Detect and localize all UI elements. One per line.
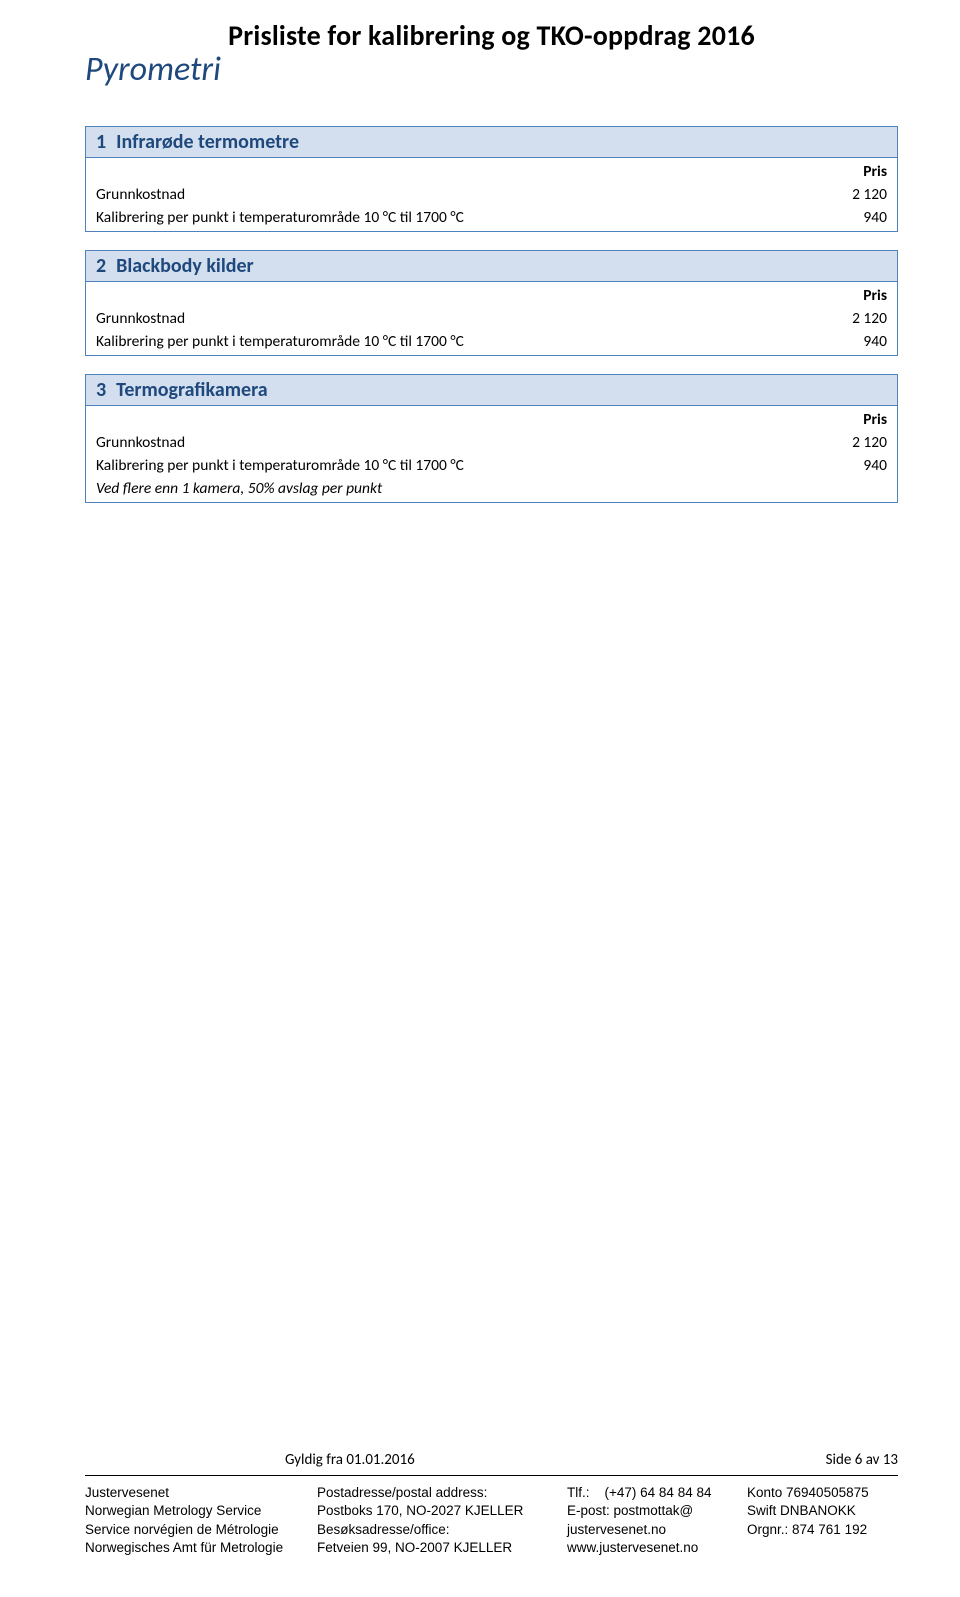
email-line: E-post: postmottak@ <box>567 1502 747 1520</box>
price-table-2: Pris Grunnkostnad 2 120 Kalibrering per … <box>85 282 898 356</box>
address-col: Postadresse/postal address: Postboks 170… <box>317 1484 567 1557</box>
org-block: Justervesenet Norwegian Metrology Servic… <box>85 1484 898 1557</box>
price-header-label: Pris <box>738 406 898 431</box>
table-row: Grunnkostnad 2 120 <box>86 307 898 330</box>
org-name-fr: Service norvégien de Métrologie <box>85 1521 317 1539</box>
price-header-label: Pris <box>738 282 898 307</box>
row-label: Grunnkostnad <box>86 183 738 206</box>
row-value: 2 120 <box>738 307 898 330</box>
swift-code: Swift DNBANOKK <box>747 1502 897 1520</box>
page: Prisliste for kalibrering og TKO-oppdrag… <box>0 0 960 1597</box>
row-label: Grunnkostnad <box>86 307 738 330</box>
section-header-2: 2 Blackbody kilder <box>85 250 898 282</box>
org-name-en: Norwegian Metrology Service <box>85 1502 317 1520</box>
section-number: 1 <box>96 130 106 154</box>
email-domain: justervesenet.no <box>567 1521 747 1539</box>
price-header-label: Pris <box>738 158 898 183</box>
org-name: Justervesenet <box>85 1484 317 1502</box>
empty-cell <box>86 406 738 431</box>
price-header-row: Pris <box>86 406 898 431</box>
category-title: Pyrometri <box>85 49 898 90</box>
row-value: 940 <box>738 330 898 356</box>
phone-line: Tlf.: (+47) 64 84 84 84 <box>567 1484 747 1502</box>
row-value: 940 <box>738 206 898 232</box>
postal-label: Postadresse/postal address: <box>317 1484 567 1502</box>
empty-cell <box>86 282 738 307</box>
contact-col: Tlf.: (+47) 64 84 84 84 E-post: postmott… <box>567 1484 747 1557</box>
price-table-3: Pris Grunnkostnad 2 120 Kalibrering per … <box>85 406 898 503</box>
bank-col: Konto 76940505875 Swift DNBANOKK Orgnr.:… <box>747 1484 897 1557</box>
row-label: Kalibrering per punkt i temperaturområde… <box>86 206 738 232</box>
section-name: Blackbody kilder <box>116 254 254 278</box>
row-label: Kalibrering per punkt i temperaturområde… <box>86 454 738 477</box>
office-label: Besøksadresse/office: <box>317 1521 567 1539</box>
website: www.justervesenet.no <box>567 1539 747 1557</box>
validity-from: Gyldig fra 01.01.2016 <box>85 1451 415 1469</box>
row-value <box>738 477 898 503</box>
section-number: 3 <box>96 378 106 402</box>
section-name: Infrarøde termometre <box>116 130 299 154</box>
price-header-row: Pris <box>86 158 898 183</box>
org-name-de: Norwegisches Amt für Metrologie <box>85 1539 317 1557</box>
row-label: Grunnkostnad <box>86 431 738 454</box>
empty-cell <box>86 158 738 183</box>
section-header-3: 3 Termografikamera <box>85 374 898 406</box>
postal-address: Postboks 170, NO-2027 KJELLER <box>317 1502 567 1520</box>
row-label: Ved flere enn 1 kamera, 50% avslag per p… <box>86 477 738 503</box>
table-row: Kalibrering per punkt i temperaturområde… <box>86 330 898 356</box>
page-number: Side 6 av 13 <box>826 1451 898 1469</box>
table-row: Kalibrering per punkt i temperaturområde… <box>86 454 898 477</box>
page-footer: Gyldig fra 01.01.2016 Side 6 av 13 Juste… <box>85 1451 898 1557</box>
section-number: 2 <box>96 254 106 278</box>
table-row-note: Ved flere enn 1 kamera, 50% avslag per p… <box>86 477 898 503</box>
price-header-row: Pris <box>86 282 898 307</box>
phone-number: (+47) 64 84 84 84 <box>605 1485 712 1500</box>
row-value: 940 <box>738 454 898 477</box>
section-header-1: 1 Infrarøde termometre <box>85 126 898 158</box>
table-row: Kalibrering per punkt i temperaturområde… <box>86 206 898 232</box>
document-title: Prisliste for kalibrering og TKO-oppdrag… <box>85 18 898 53</box>
validity-line: Gyldig fra 01.01.2016 Side 6 av 13 <box>85 1451 898 1476</box>
section-name: Termografikamera <box>116 378 267 402</box>
org-names-col: Justervesenet Norwegian Metrology Servic… <box>85 1484 317 1557</box>
org-number: Orgnr.: 874 761 192 <box>747 1521 897 1539</box>
row-value: 2 120 <box>738 431 898 454</box>
account-number: Konto 76940505875 <box>747 1484 897 1502</box>
row-label: Kalibrering per punkt i temperaturområde… <box>86 330 738 356</box>
price-table-1: Pris Grunnkostnad 2 120 Kalibrering per … <box>85 158 898 232</box>
phone-label: Tlf.: <box>567 1485 590 1500</box>
office-address: Fetveien 99, NO-2007 KJELLER <box>317 1539 567 1557</box>
table-row: Grunnkostnad 2 120 <box>86 183 898 206</box>
row-value: 2 120 <box>738 183 898 206</box>
table-row: Grunnkostnad 2 120 <box>86 431 898 454</box>
